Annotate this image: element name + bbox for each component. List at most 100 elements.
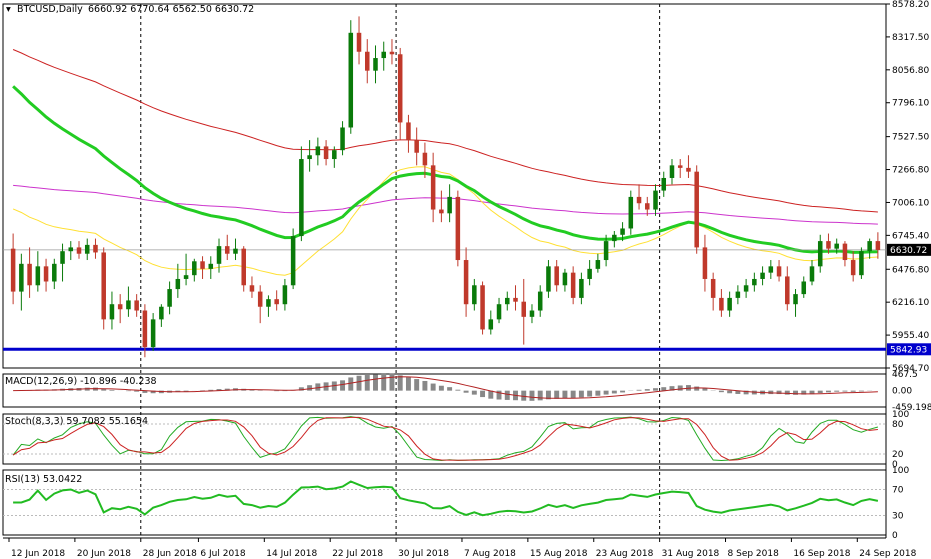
candle-body [628,196,634,229]
candle-body [233,248,238,254]
candle-body [200,261,205,269]
candle-body [208,263,214,269]
candle-body [653,190,658,210]
candle-body [636,196,642,204]
candle-body [727,297,732,311]
x-tick-label: 20 Jun 2018 [77,549,131,559]
candle-body [752,278,757,286]
candle-body [159,306,164,320]
candle-body [142,310,148,348]
y-tick-label: 6745.40 [892,231,929,241]
candle-body [710,278,716,298]
candle-body [84,244,90,254]
candle-body [480,285,485,330]
candle-body [274,299,279,305]
candle-body [167,289,172,307]
candle-body [834,243,839,249]
x-tick-label: 23 Aug 2018 [596,549,654,559]
candle-body [809,266,815,282]
candle-body [686,167,691,172]
candle-body [488,319,494,330]
candle-body [35,266,41,286]
y-tick-label: 8578.20 [892,0,929,10]
candle-body [793,294,798,305]
ma-magenta-line [13,184,878,225]
candle-body [290,236,296,286]
y-tick-label: 6216.10 [892,298,929,308]
candle-body [10,248,16,292]
candle-body [422,152,428,166]
x-tick-label: 31 Aug 2018 [662,549,720,559]
y-tick-label: 7006.10 [892,198,929,208]
pane-frame-0 [2,3,887,369]
candle-body [537,291,543,311]
candle-body [842,243,848,261]
x-tick-label: 14 Jul 2018 [266,549,317,559]
candle-body [150,319,156,348]
candle-body [603,241,609,261]
candle-body [397,54,403,123]
candle-body [463,260,469,305]
candle-body [719,297,724,311]
candle-body [776,266,782,277]
candle-body [859,251,864,276]
candle-body [249,285,255,292]
x-tick-label: 8 Sep 2018 [728,549,780,559]
candle-body [620,228,625,235]
candle-body [546,266,551,292]
stoch-tick-label: 20 [892,450,904,460]
candle-body [645,203,650,210]
candle-body [826,241,831,249]
candle-body [134,300,139,311]
stoch-tick-label: 100 [892,410,909,420]
candle-body [257,291,263,307]
rsi-tick-label: 100 [892,466,909,476]
candle-body [266,299,271,307]
candle-body [19,263,24,292]
x-tick-label: 15 Aug 2018 [530,549,588,559]
candle-body [702,247,708,279]
candle-body [109,304,115,320]
x-tick-label: 28 Jun 2018 [143,549,197,559]
pane-frame-3 [2,469,887,536]
candle-body [101,252,106,320]
x-tick-label: 12 Jun 2018 [11,549,65,559]
candle-body [439,209,444,214]
candle-body [224,246,230,254]
candle-body [817,241,823,267]
candle-body [554,266,559,286]
candle-body [595,260,601,269]
candle-body [282,285,288,305]
rsi-tick-label: 0 [892,531,898,541]
candle-body [315,146,321,156]
stoch-tick-label: 0 [892,460,898,470]
support-price-tag [887,343,931,356]
candle-body [785,276,790,305]
stoch-d-line [12,416,878,461]
x-tick-label: 22 Jul 2018 [332,549,383,559]
candle-body [323,146,329,160]
candle-body [661,177,667,191]
rsi-tick-label: 30 [892,512,904,522]
y-tick-label: 5955.40 [892,331,929,341]
candle-body [505,297,510,305]
candle-body [496,304,502,320]
candle-body [389,51,395,55]
candle-body [52,263,57,282]
candle-body [455,196,461,261]
macd-tick-label: 0.00 [892,387,912,397]
x-tick-label: 24 Sep 2018 [859,549,916,559]
candle-body [867,241,872,252]
support-price-label: 5842.93 [890,345,927,355]
candle-body [76,247,82,254]
candle-body [414,140,419,153]
ma-red-line [12,49,878,213]
candle-body [126,300,131,310]
last-price-label: 6630.72 [890,246,927,256]
x-tick-label: 30 Jul 2018 [398,549,449,559]
candle-body [373,58,378,71]
candle-body [447,196,452,214]
y-tick-label: 8056.80 [892,66,929,76]
